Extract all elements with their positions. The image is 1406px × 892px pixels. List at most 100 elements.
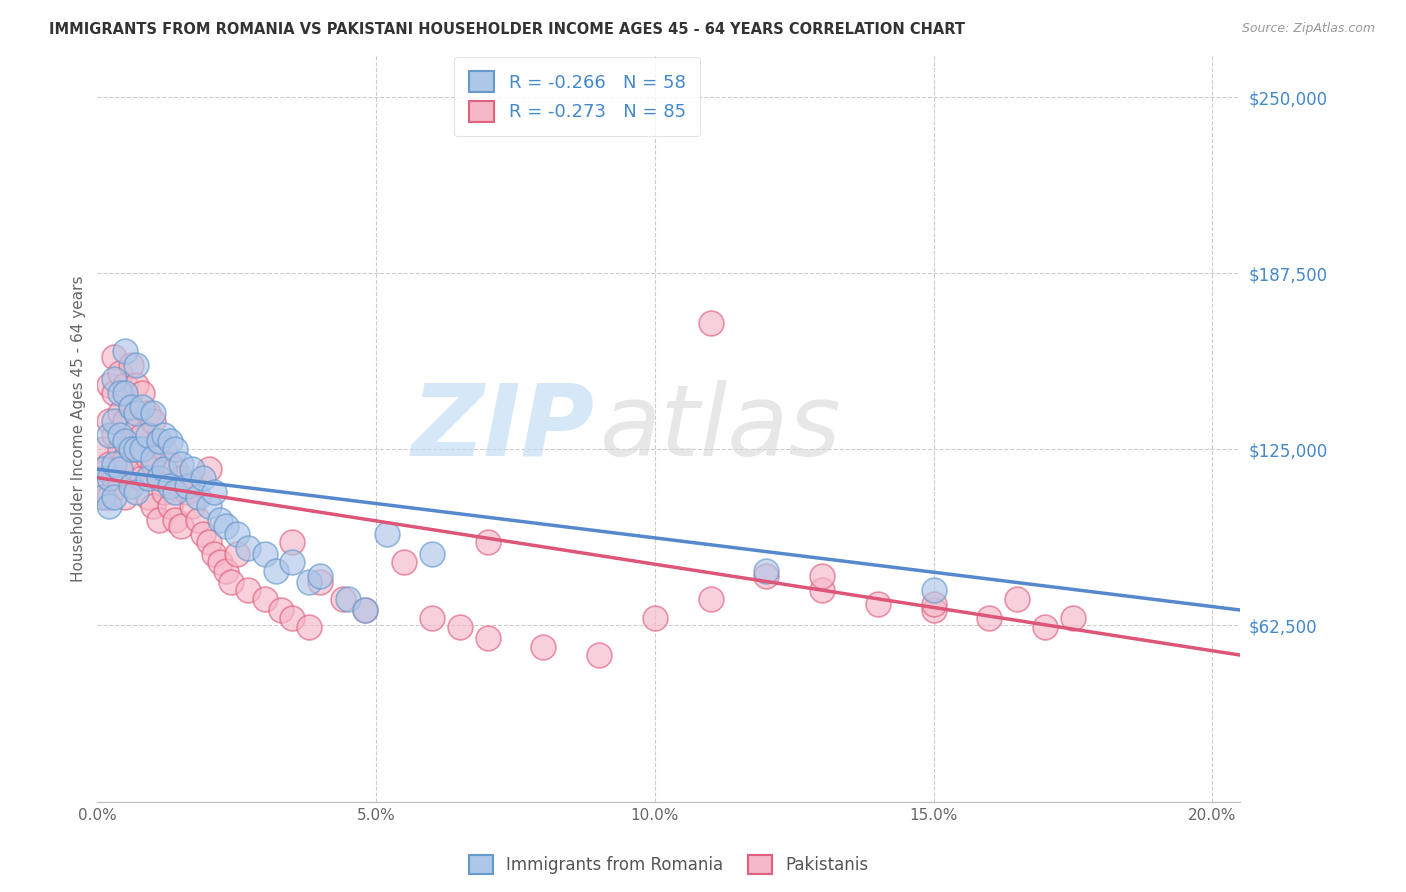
Point (103, 350, 125, 364)
Point (97, 428, 120, 442)
Point (103, 428, 125, 442)
Point (866, 598, 889, 612)
Point (187, 513, 209, 527)
Point (91, 470, 114, 484)
Point (198, 535, 221, 549)
Point (114, 386, 136, 401)
Point (699, 316, 721, 330)
Point (148, 470, 170, 484)
Point (103, 457, 125, 471)
Point (755, 564, 778, 578)
Point (204, 484, 226, 499)
Point (588, 648, 610, 662)
Point (214, 564, 236, 578)
Point (922, 603, 945, 617)
Point (755, 569, 778, 583)
Point (97, 377, 120, 392)
Point (153, 428, 176, 442)
Point (103, 470, 125, 484)
Point (97, 457, 120, 471)
Point (170, 457, 193, 471)
Point (354, 603, 377, 617)
Point (108, 406, 131, 420)
Point (281, 555, 304, 569)
Point (1033, 620, 1056, 634)
Point (181, 499, 204, 513)
Point (253, 591, 276, 606)
Point (125, 358, 148, 372)
Point (375, 527, 398, 541)
Point (114, 343, 136, 358)
Text: IMMIGRANTS FROM ROMANIA VS PAKISTANI HOUSEHOLDER INCOME AGES 45 - 64 YEARS CORRE: IMMIGRANTS FROM ROMANIA VS PAKISTANI HOU… (49, 22, 965, 37)
Point (103, 414, 125, 428)
Point (136, 450, 159, 465)
Point (1062, 611, 1084, 625)
Point (170, 470, 193, 484)
Point (108, 428, 131, 442)
Point (236, 583, 259, 598)
Point (181, 462, 204, 476)
Point (136, 428, 159, 442)
Point (477, 535, 499, 549)
Point (131, 442, 153, 457)
Point (142, 414, 165, 428)
Point (811, 583, 834, 598)
Point (120, 401, 142, 415)
Point (131, 428, 153, 442)
Point (125, 406, 148, 420)
Point (97, 414, 120, 428)
Point (148, 434, 170, 448)
Point (644, 611, 666, 625)
Point (136, 491, 159, 505)
Point (281, 535, 304, 549)
Point (309, 569, 332, 583)
Point (170, 518, 193, 533)
Point (159, 457, 181, 471)
Text: ZIP: ZIP (412, 380, 595, 477)
Point (120, 358, 142, 372)
Point (198, 499, 221, 513)
Point (136, 470, 159, 484)
Point (225, 527, 247, 541)
Point (125, 377, 148, 392)
Point (165, 462, 187, 476)
Point (91, 491, 114, 505)
Point (309, 574, 332, 589)
Point (165, 442, 187, 457)
Point (165, 513, 187, 527)
Point (281, 611, 304, 625)
Point (114, 414, 136, 428)
Point (153, 462, 176, 476)
Point (108, 367, 131, 381)
Y-axis label: Householder Income Ages 45 - 64 years: Householder Income Ages 45 - 64 years (72, 275, 86, 582)
Point (108, 442, 131, 457)
Point (114, 491, 136, 505)
Point (477, 631, 499, 645)
Point (214, 518, 236, 533)
Point (91, 442, 114, 457)
Point (142, 450, 165, 465)
Point (165, 484, 187, 499)
Point (531, 640, 554, 654)
Point (103, 386, 125, 401)
Point (193, 527, 215, 541)
Point (125, 442, 148, 457)
Point (193, 470, 215, 484)
Point (159, 434, 181, 448)
Point (270, 603, 292, 617)
Point (103, 372, 125, 386)
Point (97, 499, 120, 513)
Point (449, 620, 471, 634)
Point (97, 470, 120, 484)
Point (120, 479, 142, 493)
Point (208, 555, 231, 569)
Point (108, 479, 131, 493)
Legend: R = -0.266   N = 58, R = -0.273   N = 85: R = -0.266 N = 58, R = -0.273 N = 85 (454, 57, 700, 136)
Point (219, 574, 242, 589)
Point (979, 611, 1001, 625)
Point (337, 591, 360, 606)
Point (298, 620, 321, 634)
Point (148, 513, 170, 527)
Point (91, 462, 114, 476)
Point (131, 470, 153, 484)
